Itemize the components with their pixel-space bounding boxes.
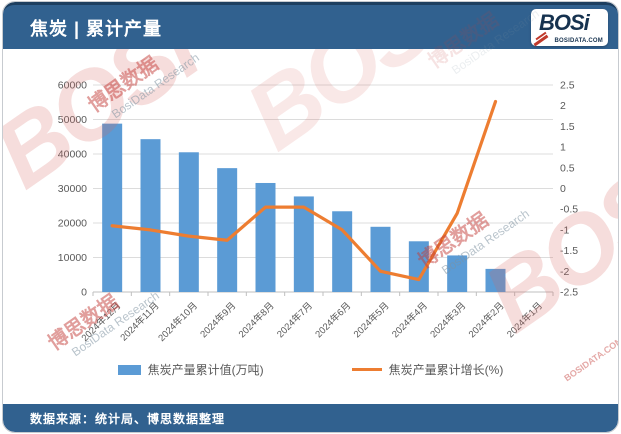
x-axis-category-label: 2024年7月 <box>274 300 315 341</box>
trend-line <box>110 99 498 282</box>
page-title: 焦炭 | 累计产量 <box>30 19 163 39</box>
bar <box>217 168 238 292</box>
left-axis-tick-label: 30000 <box>58 183 87 195</box>
bar <box>255 182 276 292</box>
bosi-logo: BOSi BOSIDATA.COM <box>531 9 608 47</box>
legend-item-bar-series: 焦炭产量累计值(万吨) <box>117 361 264 378</box>
bar <box>140 139 161 292</box>
combo-chart: 0 10000 20000 30000 40000 50000 60000 -2.5 -2 -1.… <box>58 80 578 344</box>
x-axis-category-label: 2024年5月 <box>351 300 392 341</box>
x-axis-category-label: 2024年1月 <box>504 300 545 341</box>
chart-legend: 焦炭产量累计值(万吨) 焦炭产量累计增长(%) <box>3 361 618 378</box>
right-axis-tick-label: -1.5 <box>560 245 578 257</box>
line-swatch-icon <box>351 368 382 371</box>
left-axis-tick-label: 10000 <box>58 252 87 264</box>
x-axis-category-label: 2024年12月 <box>79 300 123 344</box>
x-axis-category-label: 2024年11月 <box>118 300 162 344</box>
x-axis-category-label: 2024年6月 <box>313 300 354 341</box>
left-axis-tick-label: 40000 <box>58 149 87 161</box>
data-source-text: 数据来源：统计局、博思数据整理 <box>30 412 226 426</box>
bar <box>178 152 199 292</box>
bar <box>102 123 123 292</box>
bar <box>485 268 506 292</box>
right-axis-tick-label: -2 <box>560 266 569 278</box>
bar-swatch-icon <box>117 364 141 375</box>
x-axis-category-label: 2024年9月 <box>198 300 239 341</box>
left-axis-tick-label: 60000 <box>58 80 87 92</box>
right-axis-tick-label: -2.5 <box>560 287 578 299</box>
right-axis-tick-label: -0.5 <box>560 204 578 216</box>
bar <box>447 255 468 292</box>
legend-label: 焦炭产量累计增长(%) <box>388 363 504 377</box>
bar <box>332 211 353 292</box>
right-axis-tick-label: 2 <box>560 100 566 112</box>
left-axis-tick-label: 20000 <box>58 218 87 230</box>
footer-bar: 数据来源：统计局、博思数据整理 <box>3 404 618 432</box>
bar <box>293 196 314 292</box>
left-axis-tick-label: 50000 <box>58 114 87 126</box>
right-axis-tick-label: 1.5 <box>560 121 575 133</box>
logo-domain-text: BOSIDATA.COM <box>554 38 603 44</box>
legend-label: 焦炭产量累计值(万吨) <box>147 363 264 377</box>
legend-item-line-series: 焦炭产量累计增长(%) <box>351 361 504 378</box>
x-axis-category-label: 2024年2月 <box>466 300 507 341</box>
right-axis-tick-label: 0 <box>560 183 566 195</box>
right-axis-tick-label: 1 <box>560 142 566 154</box>
x-axis-category-label: 2024年4月 <box>389 300 430 341</box>
header-bar: 焦炭 | 累计产量 BOSi BOSIDATA.COM <box>3 2 618 49</box>
x-axis-category-label: 2024年8月 <box>236 300 277 341</box>
x-axis-category-label: 2024年3月 <box>428 300 469 341</box>
right-axis-tick-label: -1 <box>560 224 569 236</box>
right-axis-tick-label: 0.5 <box>560 162 575 174</box>
logo-brand-text: BOSi <box>539 10 590 35</box>
x-axis-category-label: 2024年10月 <box>156 300 200 344</box>
left-axis-tick-label: 0 <box>81 287 87 299</box>
bar <box>370 226 391 292</box>
right-axis-tick-label: 2.5 <box>560 80 575 92</box>
